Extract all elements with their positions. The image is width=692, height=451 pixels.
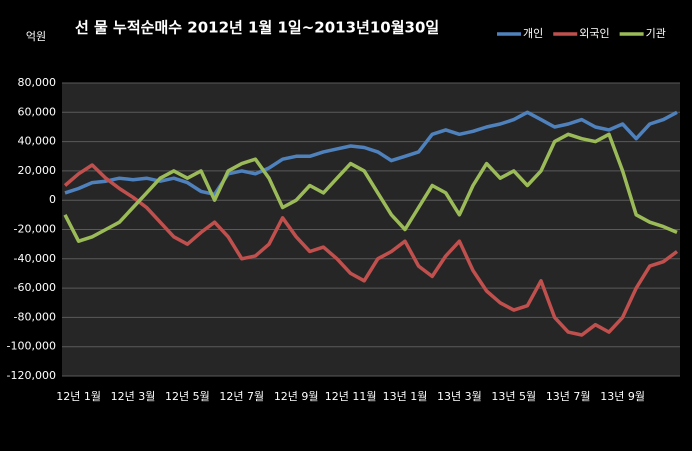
y-tick-label: -120,000 (7, 369, 56, 382)
line-series (64, 110, 678, 197)
x-tick-label: 12년 9월 (273, 390, 319, 403)
x-tick-label: 12년 7월 (219, 390, 265, 403)
x-tick-label: 13년 5월 (491, 390, 537, 403)
y-tick-label: -20,000 (14, 223, 56, 236)
x-tick-label: 12년 11월 (324, 390, 377, 403)
x-tick-label: 13년 3월 (437, 390, 482, 403)
y-tick-label: -60,000 (14, 281, 56, 294)
legend-label: 외국인 (579, 27, 609, 40)
line-series (63, 163, 679, 337)
y-tick-label: 0 (49, 193, 56, 206)
y-tick-label: 80,000 (18, 76, 57, 89)
chart-title: 선 물 누적순매수 2012년 1월 1일~2013년10월30일 (75, 19, 439, 37)
legend-label: 개인 (523, 27, 543, 40)
x-tick-label: 12년 1월 (56, 390, 101, 403)
y-axis-label: 억원 (26, 30, 46, 43)
x-tick-label: 13년 7월 (545, 390, 591, 403)
legend-label: 기관 (646, 27, 666, 40)
y-tick-label: 60,000 (18, 105, 57, 118)
y-tick-label: -40,000 (14, 252, 56, 265)
x-tick-label: 12년 3월 (110, 390, 156, 403)
y-tick-label: -100,000 (7, 340, 56, 353)
line-series (63, 132, 678, 243)
x-tick-label: 13년 9월 (600, 390, 645, 403)
x-tick-label: 12년 5월 (165, 390, 210, 403)
y-tick-label: 20,000 (18, 164, 57, 177)
x-tick-label: 13년 1월 (382, 390, 428, 403)
y-tick-label: -80,000 (14, 310, 56, 323)
y-tick-label: 40,000 (18, 135, 57, 148)
